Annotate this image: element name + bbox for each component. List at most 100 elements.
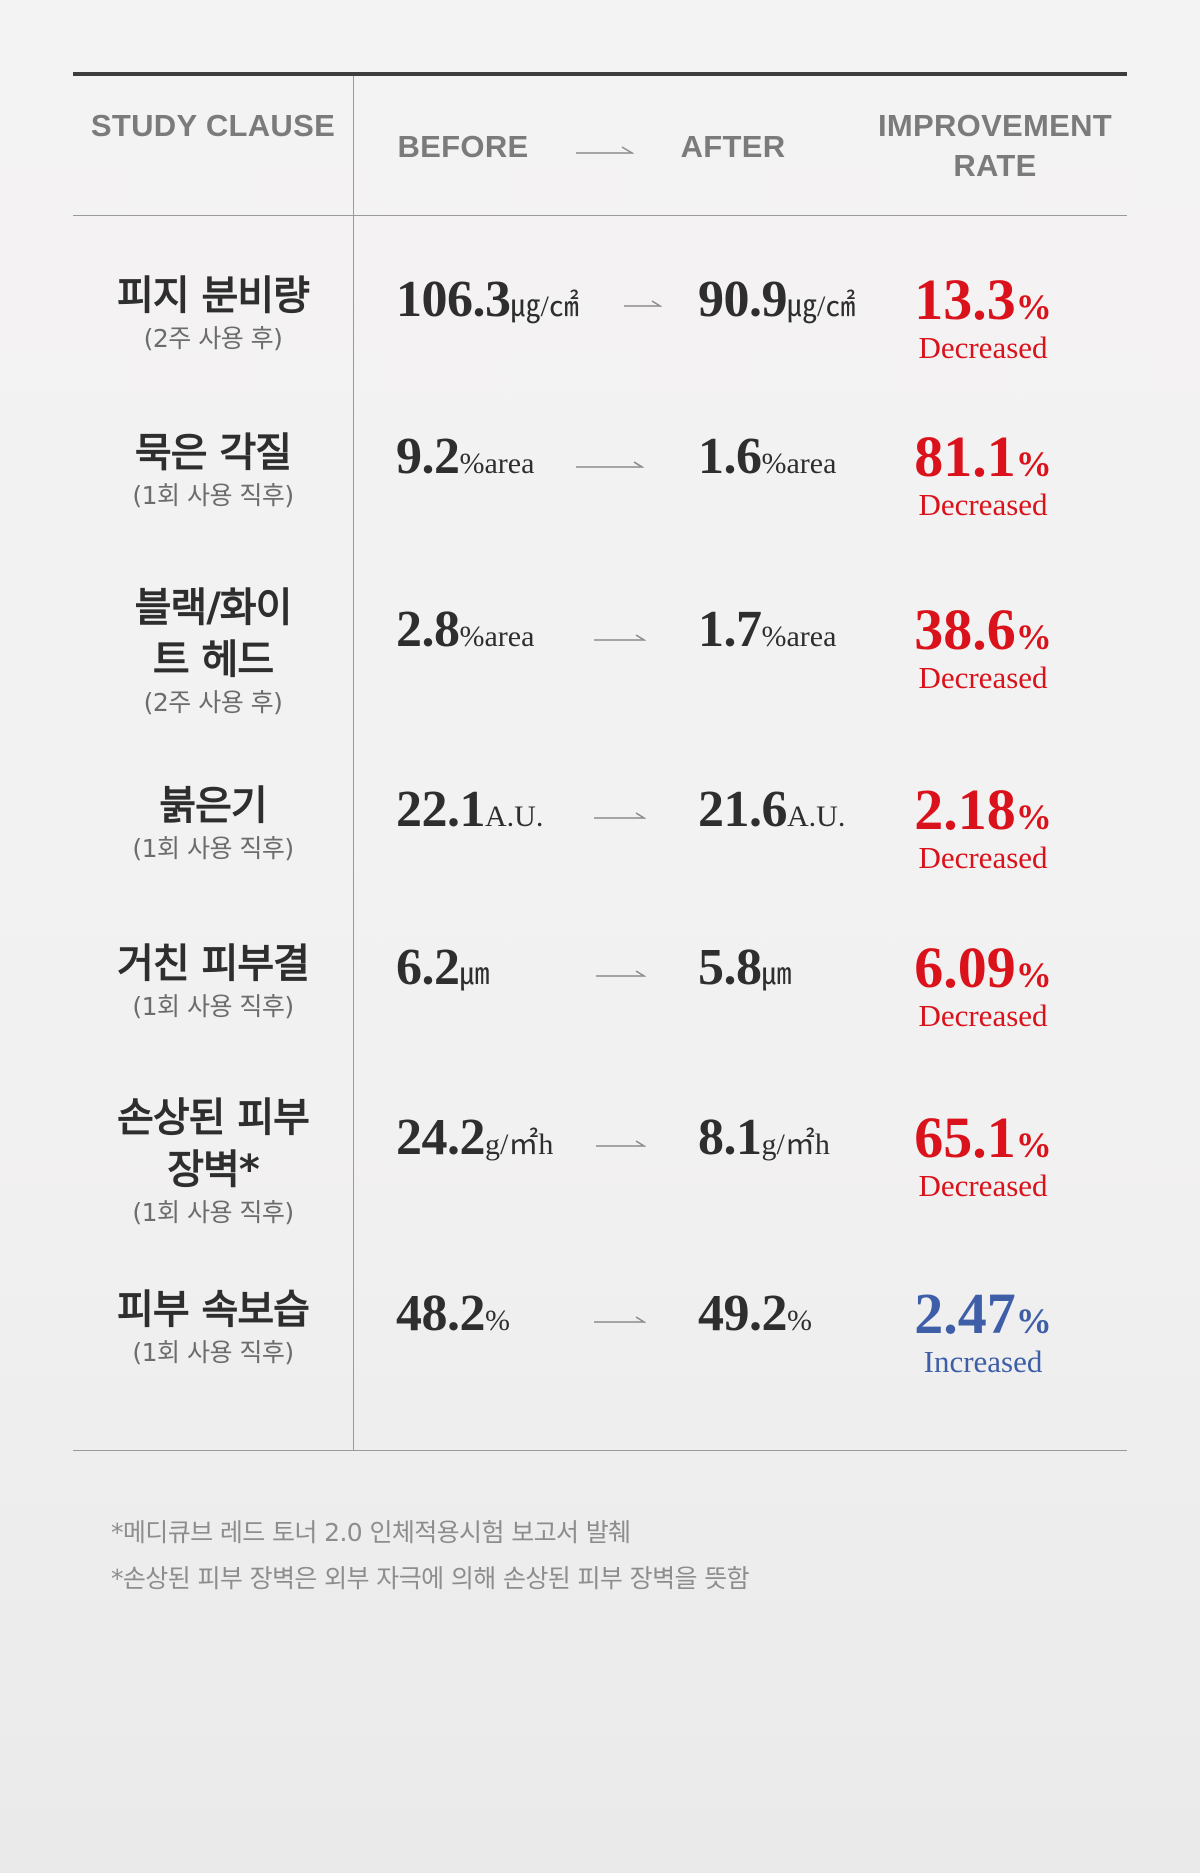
improvement-rate: 2.47% Increased <box>883 1284 1083 1380</box>
clause-cell: 손상된 피부 장벽* (1회 사용 직후) <box>73 1092 353 1230</box>
right-arrow-icon <box>594 812 646 819</box>
clause-name: 피부 속보습 <box>117 1287 310 1333</box>
after-number: 90.9 <box>698 271 788 328</box>
before-value: 22.1A.U. <box>396 780 543 839</box>
after-unit: g/㎡h <box>761 1128 830 1161</box>
clause-cell: 붉은기 (1회 사용 직후) <box>73 780 353 866</box>
before-value: 9.2%area <box>396 427 534 486</box>
after-value: 49.2% <box>698 1284 812 1343</box>
clause-note: (2주 사용 후) <box>143 688 283 717</box>
right-arrow-icon <box>594 1316 646 1323</box>
clause-name: 묵은 각질 <box>134 430 292 476</box>
improvement-rate: 65.1% Decreased <box>883 1108 1083 1204</box>
after-number: 8.1 <box>698 1109 762 1166</box>
rate-number: 2.18 <box>914 777 1016 842</box>
clause-note: (2주 사용 후) <box>143 324 283 353</box>
clause-name: 블랙/화이트 헤드 <box>134 585 293 683</box>
before-number: 106.3 <box>396 271 511 328</box>
after-unit: % <box>787 1304 812 1337</box>
rate-number: 2.47 <box>914 1281 1016 1346</box>
rate-direction: Decreased <box>918 998 1048 1033</box>
after-number: 1.7 <box>698 601 762 658</box>
clause-name: 붉은기 <box>159 783 267 829</box>
after-value: 5.8㎛ <box>698 938 792 997</box>
rate-number: 38.6 <box>914 597 1016 662</box>
clause-name: 피지 분비량 <box>117 273 310 319</box>
clause-note: (1회 사용 직후) <box>132 992 294 1021</box>
table-row: 묵은 각질 (1회 사용 직후) 9.2%area 1.6%area 81.1%… <box>73 427 1127 567</box>
after-unit: ㎛ <box>761 958 792 991</box>
rate-number: 6.09 <box>914 935 1016 1000</box>
clause-cell: 피부 속보습 (1회 사용 직후) <box>73 1284 353 1370</box>
table-row: 붉은기 (1회 사용 직후) 22.1A.U. 21.6A.U. 2.18% D… <box>73 780 1127 920</box>
footnote-source: *메디큐브 레드 토너 2.0 인체적용시험 보고서 발췌 <box>111 1518 631 1547</box>
table-row: 거친 피부결 (1회 사용 직후) 6.2㎛ 5.8㎛ 6.09% Decrea… <box>73 938 1127 1078</box>
header-rule <box>73 215 1127 216</box>
clause-cell: 거친 피부결 (1회 사용 직후) <box>73 938 353 1024</box>
header-before: BEFORE <box>397 129 529 164</box>
clause-note: (1회 사용 직후) <box>132 1198 294 1227</box>
study-results-table: STUDY CLAUSE BEFORE AFTER IMPROVEMENT RA… <box>73 72 1127 1452</box>
improvement-rate: 38.6% Decreased <box>883 600 1083 696</box>
improvement-rate: 2.18% Decreased <box>883 780 1083 876</box>
before-number: 9.2 <box>396 428 460 485</box>
table-row: 블랙/화이트 헤드 (2주 사용 후) 2.8%area 1.7%area 38… <box>73 582 1127 762</box>
table-row: 피지 분비량 (2주 사용 후) 106.3㎍/㎠ 90.9㎍/㎠ 13.3% … <box>73 270 1127 410</box>
before-unit: %area <box>459 447 535 480</box>
rate-unit: % <box>1015 1301 1052 1341</box>
after-unit: %area <box>761 447 837 480</box>
clause-name: 손상된 피부 장벽* <box>117 1095 310 1193</box>
rate-unit: % <box>1015 617 1052 657</box>
rate-unit: % <box>1015 797 1052 837</box>
after-number: 21.6 <box>698 781 788 838</box>
before-value: 24.2g/㎡h <box>396 1108 553 1167</box>
right-arrow-icon <box>624 300 662 307</box>
rate-unit: % <box>1015 287 1052 327</box>
after-number: 5.8 <box>698 939 762 996</box>
before-unit: % <box>485 1304 510 1337</box>
before-value: 6.2㎛ <box>396 938 490 997</box>
rate-direction: Decreased <box>918 487 1048 522</box>
rate-number: 65.1 <box>914 1105 1016 1170</box>
clause-note: (1회 사용 직후) <box>132 481 294 510</box>
rate-unit: % <box>1015 444 1052 484</box>
after-value: 1.7%area <box>698 600 836 659</box>
clause-cell: 블랙/화이트 헤드 (2주 사용 후) <box>73 582 353 720</box>
improvement-rate: 81.1% Decreased <box>883 427 1083 523</box>
after-value: 90.9㎍/㎠ <box>698 270 855 329</box>
rate-direction: Decreased <box>918 1168 1048 1203</box>
after-value: 1.6%area <box>698 427 836 486</box>
before-value: 106.3㎍/㎠ <box>396 270 579 329</box>
right-arrow-icon <box>576 461 644 468</box>
rate-direction: Decreased <box>918 660 1048 695</box>
footnotes: *메디큐브 레드 토너 2.0 인체적용시험 보고서 발췌 *손상된 피부 장벽… <box>111 1510 750 1602</box>
table-bottom-rule <box>73 1450 1127 1451</box>
before-unit: g/㎡h <box>485 1128 554 1161</box>
after-unit: A.U. <box>787 800 846 833</box>
after-number: 1.6 <box>698 428 762 485</box>
before-number: 24.2 <box>396 1109 486 1166</box>
right-arrow-icon <box>576 146 634 154</box>
clause-note: (1회 사용 직후) <box>132 834 294 863</box>
after-value: 8.1g/㎡h <box>698 1108 830 1167</box>
right-arrow-icon <box>596 1140 646 1147</box>
before-number: 22.1 <box>396 781 486 838</box>
before-value: 2.8%area <box>396 600 534 659</box>
table-top-rule <box>73 72 1127 76</box>
after-unit: ㎍/㎠ <box>787 290 856 323</box>
footnote-definition: *손상된 피부 장벽은 외부 자극에 의해 손상된 피부 장벽을 뜻함 <box>111 1564 750 1593</box>
before-number: 6.2 <box>396 939 460 996</box>
improvement-rate: 6.09% Decreased <box>883 938 1083 1034</box>
before-unit: ㎛ <box>459 958 490 991</box>
rate-direction: Increased <box>923 1344 1043 1379</box>
right-arrow-icon <box>594 634 646 641</box>
rate-number: 13.3 <box>914 267 1016 332</box>
before-unit: %area <box>459 620 535 653</box>
header-improvement-rate: IMPROVEMENT RATE <box>877 108 1113 183</box>
clause-note: (1회 사용 직후) <box>132 1338 294 1367</box>
rate-number: 81.1 <box>914 424 1016 489</box>
rate-unit: % <box>1015 1125 1052 1165</box>
table-row: 손상된 피부 장벽* (1회 사용 직후) 24.2g/㎡h 8.1g/㎡h 6… <box>73 1092 1127 1272</box>
before-unit: ㎍/㎠ <box>510 290 579 323</box>
rate-unit: % <box>1015 955 1052 995</box>
